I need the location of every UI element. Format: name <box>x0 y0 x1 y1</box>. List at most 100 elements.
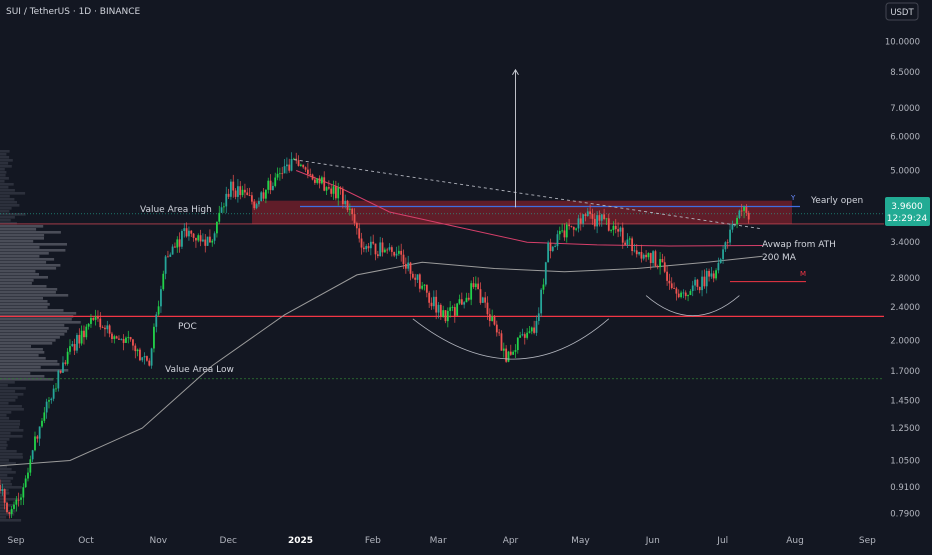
yearly-open-label: Yearly open <box>810 196 863 206</box>
candle-body <box>153 326 155 349</box>
candle-body <box>449 307 452 311</box>
candle-body <box>337 187 340 199</box>
m-marker: M <box>800 270 806 278</box>
candle-body <box>400 250 403 255</box>
price-axis[interactable]: USDT 10.0000 8.5000 7.0000 6.0000 5.0000 3.40… <box>884 0 932 550</box>
candle-body <box>83 330 85 338</box>
candle-body <box>514 350 517 352</box>
candle-body <box>544 262 547 285</box>
candle-body <box>617 229 620 232</box>
currency-button[interactable] <box>885 2 919 21</box>
candle-body <box>740 210 743 212</box>
volume-bar <box>0 234 45 237</box>
candle-body <box>209 236 211 243</box>
candle-body <box>488 314 491 321</box>
volume-bar <box>0 264 61 267</box>
volume-bar <box>0 291 56 294</box>
candle-body <box>169 254 172 257</box>
candle-body <box>624 242 626 245</box>
candle-body <box>318 178 321 184</box>
volume-bar <box>0 393 24 396</box>
candle-body <box>505 348 508 362</box>
candle-body <box>481 297 484 303</box>
candle-body <box>745 206 748 213</box>
resistance-zone <box>252 200 792 224</box>
candle-body <box>38 426 41 439</box>
volume-bar <box>0 252 49 255</box>
volume-bar <box>0 360 58 363</box>
candle-body <box>577 218 580 229</box>
volume-bar <box>0 285 47 288</box>
candle-body <box>696 279 699 287</box>
candle-body <box>167 256 169 258</box>
candle-body <box>684 292 687 297</box>
drawings <box>293 68 763 360</box>
candle-body <box>376 254 379 257</box>
volume-bar <box>0 429 24 432</box>
volume-bar <box>0 309 64 312</box>
volume-bar <box>0 381 15 384</box>
candle-body <box>120 339 123 340</box>
candle-body <box>248 195 251 196</box>
volume-bar <box>0 261 47 264</box>
countdown-label: 12:29:24 <box>887 214 928 224</box>
candle-body <box>94 316 97 320</box>
volume-bar <box>0 180 5 183</box>
volume-bar <box>0 465 7 468</box>
candle-body <box>575 228 578 230</box>
candle-body <box>619 227 622 232</box>
time-tick-8: May <box>571 536 590 546</box>
volume-bar <box>0 294 69 297</box>
volume-bar <box>0 441 7 444</box>
candle-body <box>57 370 60 389</box>
candle-body <box>274 177 277 186</box>
candle-body <box>260 192 263 202</box>
candle-body <box>17 499 20 501</box>
candle-body <box>509 351 512 355</box>
candle-body <box>3 489 6 503</box>
volume-bar <box>0 474 8 477</box>
volume-bar <box>0 270 36 273</box>
candle-body <box>603 214 606 219</box>
candle-body <box>411 273 414 278</box>
time-axis[interactable]: Sep Oct Nov Dec 2025 Feb Mar Apr May Jun Jul Aug Sep <box>8 536 877 546</box>
candle-body <box>572 226 575 230</box>
volume-bar <box>0 357 46 360</box>
candles <box>0 152 750 519</box>
candle-body <box>344 200 347 205</box>
candle-body <box>285 164 288 167</box>
candle-body <box>339 187 342 190</box>
price-tick-14: 0.7900 <box>890 509 920 519</box>
candle-body <box>255 204 258 209</box>
candle-body <box>474 283 477 288</box>
time-tick-1: Oct <box>78 536 94 546</box>
candle-body <box>143 356 146 358</box>
price-tick-8: 2.0000 <box>890 337 920 347</box>
volume-bar <box>0 402 9 405</box>
candle-body <box>334 186 337 199</box>
time-tick-12: Sep <box>859 536 876 546</box>
price-tick-4: 5.0000 <box>890 166 920 176</box>
candle-body <box>605 218 608 220</box>
volume-bar <box>0 366 41 369</box>
candle-body <box>722 249 724 260</box>
candle-body <box>568 224 571 227</box>
candle-body <box>491 316 494 321</box>
candle-body <box>477 283 480 290</box>
volume-bar <box>0 462 16 465</box>
candle-body <box>216 221 218 234</box>
volume-bar <box>0 189 15 192</box>
volume-bar <box>0 249 66 252</box>
price-tick-2: 7.0000 <box>890 104 920 114</box>
candle-body <box>127 337 130 338</box>
candle-body <box>353 214 356 224</box>
candle-body <box>162 273 165 290</box>
candle-body <box>708 270 710 277</box>
candle-body <box>530 327 533 332</box>
candle-body <box>55 388 57 390</box>
candle-body <box>673 288 675 289</box>
candle-body <box>747 212 750 220</box>
candle-body <box>402 254 405 264</box>
candle-body <box>230 181 232 197</box>
